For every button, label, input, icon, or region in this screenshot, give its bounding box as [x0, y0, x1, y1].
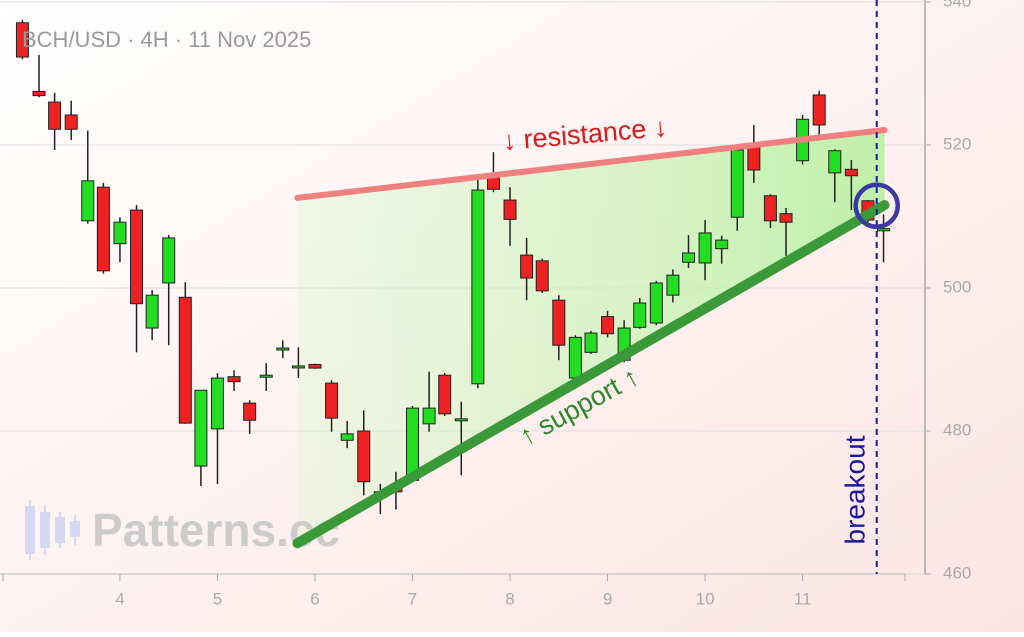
x-tick-label: 6	[310, 589, 319, 608]
candle-body	[81, 180, 95, 222]
candle-body	[96, 186, 110, 272]
candle-body	[844, 168, 858, 177]
candle-body	[113, 221, 127, 245]
candle-body	[649, 282, 663, 324]
candle-body	[633, 302, 647, 328]
candle-body	[145, 294, 159, 329]
watermark: Patterns.cc	[92, 504, 340, 556]
candle-body	[32, 90, 46, 97]
candles	[15, 19, 891, 514]
y-tick-label: 520	[943, 134, 971, 153]
candle-body	[15, 22, 29, 58]
resistance-line	[294, 126, 888, 201]
candle-body	[178, 296, 192, 424]
candle-body	[48, 101, 62, 130]
candle-body	[243, 402, 257, 421]
x-tick-label: 8	[505, 589, 514, 608]
candle-body	[730, 149, 744, 218]
candle-body	[535, 260, 549, 292]
breakout-marker	[853, 182, 900, 230]
x-tick-label: 7	[408, 589, 417, 608]
candle-body	[568, 336, 582, 379]
candle-body	[340, 433, 354, 441]
candle-body	[503, 199, 517, 220]
x-tick-label: 9	[603, 589, 612, 608]
candle-body	[210, 377, 224, 430]
y-tick-label: 480	[943, 420, 971, 439]
candle-body	[486, 176, 500, 190]
candle-body	[715, 239, 729, 250]
x-tick-label: 5	[213, 589, 222, 608]
candle-body	[779, 213, 793, 223]
y-tick-label: 460	[943, 563, 971, 582]
x-tick-label: 4	[115, 589, 124, 608]
candle-body	[194, 389, 208, 467]
candle-body	[130, 209, 144, 305]
candle-body	[747, 145, 761, 171]
candle-body	[325, 382, 339, 419]
candle-body	[763, 195, 777, 222]
candle-body	[601, 316, 615, 335]
candle-body	[698, 232, 712, 264]
x-tick-label: 11	[794, 589, 812, 608]
candle-body	[308, 364, 322, 369]
candle-body	[877, 228, 891, 232]
candle-body	[357, 430, 371, 483]
candle-body	[828, 150, 842, 174]
candle-body	[682, 252, 696, 263]
candle-body	[584, 332, 598, 353]
support-line	[292, 200, 890, 549]
candle-body	[454, 418, 468, 422]
x-tick-label: 10	[696, 589, 715, 608]
candle-body	[259, 374, 273, 378]
candle-body	[276, 347, 290, 351]
candle-body	[520, 254, 534, 279]
candle-body	[422, 407, 436, 425]
candle-body	[552, 299, 566, 346]
candle-body	[291, 365, 305, 369]
candle-body	[666, 274, 680, 296]
y-tick-label: 540	[943, 0, 971, 10]
watermark-icon	[25, 500, 80, 560]
candle-body	[812, 94, 826, 126]
candle-body	[162, 237, 176, 284]
breakout-label: breakout	[839, 435, 870, 544]
candle-body	[64, 114, 78, 130]
candle-body	[227, 376, 241, 383]
candle-body	[471, 189, 485, 385]
y-tick-label: 500	[943, 277, 971, 296]
candle-body	[438, 374, 452, 415]
chart-title: BCH/USD · 4H · 11 Nov 2025	[22, 27, 311, 52]
